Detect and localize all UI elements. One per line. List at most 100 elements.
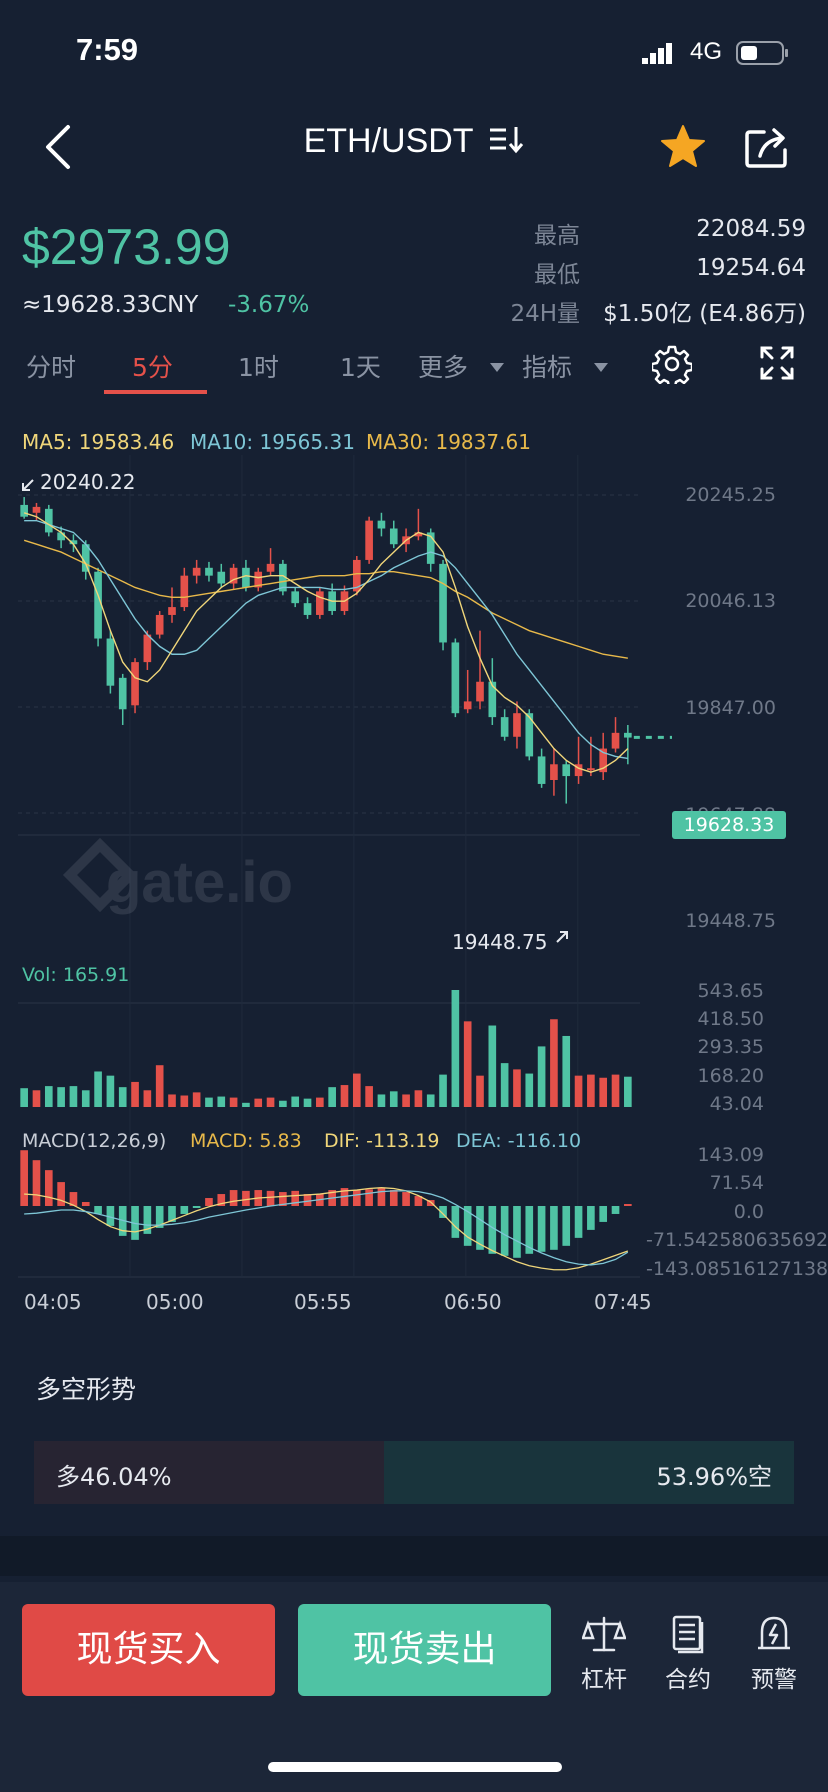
candle-body — [488, 681, 497, 718]
candle-body — [525, 713, 534, 757]
ma10-line — [24, 519, 628, 760]
pair-name: ETH/USDT — [303, 122, 473, 160]
leverage-button[interactable]: 杠杆 — [564, 1614, 644, 1694]
candle-body — [266, 563, 275, 572]
candle-body — [513, 713, 521, 737]
macd-histogram-bar — [587, 1206, 595, 1230]
arrow-up-right-icon — [556, 931, 568, 943]
short-ratio-label: 53.96%空 — [656, 1463, 772, 1491]
candle-body — [365, 520, 373, 560]
volume-24h-value: $1.50亿 (E4.86万) — [603, 301, 806, 327]
volume-axis-tick: 293.35 — [697, 1036, 764, 1058]
ma30-legend: MA30: 19837.61 — [366, 430, 531, 454]
volume-bar — [180, 1095, 189, 1107]
macd-histogram-bar — [229, 1190, 238, 1206]
macd-histogram-bar — [242, 1190, 250, 1206]
volume-bar — [587, 1074, 595, 1107]
favorite-star-icon[interactable] — [660, 124, 706, 168]
macd-legend-title: MACD(12,26,9) — [22, 1130, 167, 1152]
contract-label: 合约 — [665, 1667, 711, 1693]
macd-histogram-bar — [69, 1192, 78, 1206]
tab-more[interactable]: 更多 — [418, 348, 504, 384]
macd-histogram-bar — [476, 1206, 484, 1250]
candle-body — [291, 591, 300, 604]
ma5-legend: MA5: 19583.46 — [22, 430, 175, 454]
tab-1hour[interactable]: 1时 — [238, 353, 279, 382]
volume-bar — [57, 1087, 65, 1107]
candle-body — [168, 607, 176, 615]
candle-body — [205, 567, 213, 576]
back-icon[interactable] — [44, 124, 74, 170]
tab-5min[interactable]: 5分 — [132, 353, 173, 382]
share-icon[interactable] — [744, 124, 790, 170]
volume-bar — [279, 1100, 287, 1107]
settings-gear-icon[interactable] — [652, 344, 692, 384]
candle-body — [57, 532, 65, 541]
macd-histogram-bar — [426, 1200, 435, 1206]
tab-timeshare[interactable]: 分时 — [26, 353, 77, 382]
macd-histogram-bar — [143, 1206, 152, 1234]
volume-bar — [340, 1085, 349, 1107]
volume-bar — [303, 1098, 312, 1107]
macd-histogram-bar — [537, 1206, 546, 1252]
candle-body — [611, 732, 620, 749]
volume-axis-tick: 543.65 — [697, 980, 764, 1002]
caret-down-icon — [593, 363, 608, 372]
tab-1day[interactable]: 1天 — [340, 353, 381, 382]
volume-bar — [242, 1102, 250, 1107]
status-time: 7:59 — [76, 32, 139, 67]
volume-bar — [525, 1073, 534, 1107]
low-value: 19254.64 — [696, 255, 806, 281]
active-tab-underline — [104, 390, 207, 394]
spot-sell-button[interactable]: 现货卖出 — [298, 1604, 551, 1696]
macd-histogram-bar — [303, 1194, 312, 1206]
time-axis-tick: 04:05 — [24, 1290, 82, 1314]
pair-title[interactable]: ETH/USDT — [0, 122, 828, 161]
volume-bar — [562, 1035, 571, 1107]
tab-indicator[interactable]: 指标 — [522, 348, 608, 384]
macd-histogram-bar — [525, 1206, 534, 1254]
macd-histogram-bar — [155, 1206, 164, 1228]
volume-bar — [118, 1087, 127, 1107]
kline-chart[interactable]: gate.io — [0, 455, 828, 1325]
last-price: $2973.99 — [22, 219, 231, 275]
volume-bar — [352, 1073, 361, 1107]
candle-body — [451, 642, 460, 714]
fullscreen-icon[interactable] — [760, 346, 794, 380]
volume-bar — [266, 1097, 275, 1107]
low-label: 最低 — [534, 262, 580, 288]
volume-bar — [500, 1063, 509, 1107]
candle-body — [500, 717, 509, 737]
candle-body — [303, 603, 312, 615]
macd-histogram-bar — [106, 1206, 115, 1226]
macd-axis-tick: -143.085161271384 — [646, 1258, 828, 1280]
price-axis-tick: 20245.25 — [685, 484, 776, 506]
volume-axis-tick: 43.04 — [709, 1093, 764, 1115]
macd-histogram-bar — [81, 1202, 90, 1206]
high-mark-label: 20240.22 — [40, 470, 136, 494]
candle-body — [562, 764, 571, 777]
contract-button[interactable]: 合约 — [648, 1614, 728, 1694]
volume-legend: Vol: 165.91 — [22, 964, 130, 986]
volume-bar — [463, 1021, 472, 1107]
macd-histogram-bar — [500, 1206, 509, 1256]
volume-bar — [402, 1094, 410, 1107]
battery-icon — [736, 41, 788, 65]
candle-body — [550, 764, 558, 781]
macd-histogram-bar — [279, 1192, 287, 1206]
leverage-label: 杠杆 — [581, 1667, 627, 1693]
long-ratio-fill — [34, 1441, 384, 1504]
volume-bar — [389, 1091, 398, 1107]
volume-bar — [537, 1046, 546, 1107]
macd-axis-tick: 71.54 — [709, 1172, 764, 1194]
candle-body — [439, 563, 447, 643]
macd-histogram-bar — [266, 1190, 275, 1206]
caret-down-icon — [489, 363, 504, 372]
spot-buy-button[interactable]: 现货买入 — [22, 1604, 275, 1696]
price-change: -3.67% — [228, 292, 310, 318]
alert-button[interactable]: 预警 — [734, 1614, 814, 1694]
volume-axis-tick: 168.20 — [697, 1065, 764, 1087]
volume-bar — [131, 1081, 139, 1107]
volume-bar — [599, 1077, 608, 1107]
candle-body — [352, 559, 361, 592]
